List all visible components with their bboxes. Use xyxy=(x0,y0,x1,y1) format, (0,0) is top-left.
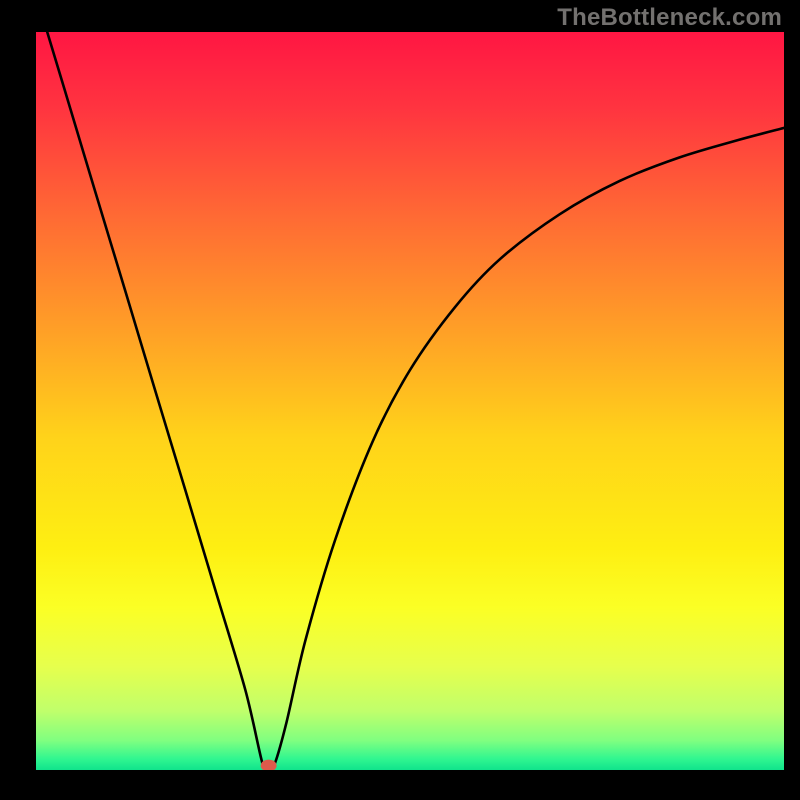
watermark-label: TheBottleneck.com xyxy=(557,4,782,32)
plot-area xyxy=(36,32,784,770)
gradient-background xyxy=(36,32,784,770)
chart-frame: TheBottleneck.com xyxy=(0,0,800,800)
bottleneck-curve xyxy=(36,32,784,770)
